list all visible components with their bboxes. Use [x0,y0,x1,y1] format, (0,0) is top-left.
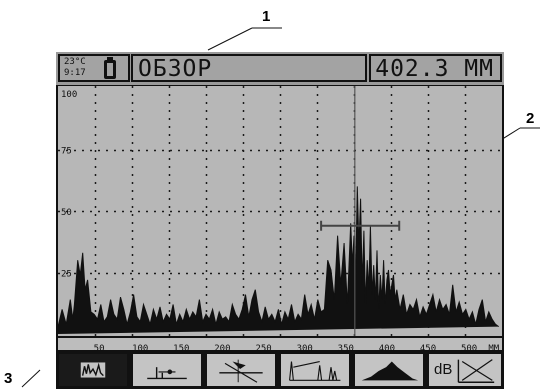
db-label: dB [434,361,453,378]
angle-probe-button[interactable] [206,353,276,387]
x-tick-label: 300 [297,344,313,353]
envelope-mode-button[interactable] [354,353,424,387]
x-tick-label: 450 [420,344,436,353]
flaw-detector-screen: 23°C 9:17 ОБЗОР 402.3 MM 100 75 50 25 50 100… [56,52,504,389]
y-tick-label: 50 [61,208,72,218]
ascan-plot-svg: 100 75 50 25 [57,86,502,336]
y-tick-label: 100 [61,90,77,100]
mode-title: ОБЗОР [138,56,213,82]
x-tick-label: MM [488,344,499,353]
peak-mode-button[interactable] [132,353,202,387]
temperature-readout: 23°C [64,57,86,67]
ascan-mode-button[interactable] [58,353,128,387]
callout-leader-3 [21,369,41,388]
x-tick-label: 250 [255,344,271,353]
x-tick-label: 500 [461,344,477,353]
callout-label-3: 3 [4,370,13,387]
x-axis-svg: 50 100 150 200 250 300 350 400 450 500 MM [94,344,500,354]
time-readout: 9:17 [64,68,86,78]
callout-label-1: 1 [262,8,271,25]
angle-beam-icon [219,359,263,383]
ascan-plot[interactable]: 100 75 50 25 [57,86,502,336]
x-tick-label: 400 [379,344,395,353]
x-axis-scale: 50 100 150 200 250 300 350 400 450 500 MM [58,338,502,354]
ascan-waveform-icon [80,362,106,378]
gate-pulses-icon [289,360,341,381]
db-curve-button[interactable]: dB [428,353,502,387]
x-tick-label: 150 [173,344,189,353]
x-tick-label: 50 [94,344,105,353]
y-tick-label: 75 [61,147,72,157]
mode-title-cell: ОБЗОР [131,54,367,82]
distance-cell: 402.3 MM [369,54,502,82]
callout-label-2: 2 [526,110,535,127]
distance-readout: 402.3 MM [375,56,494,82]
status-cell: 23°C 9:17 [58,54,130,82]
x-tick-label: 350 [338,344,354,353]
envelope-icon [361,361,419,381]
function-toolbar: dB [56,351,504,389]
x-tick-label: 200 [214,344,230,353]
y-tick-label: 25 [61,270,72,280]
callout-leader-1-arrow [207,27,253,51]
db-curve-icon [457,359,495,383]
battery-icon [104,57,116,79]
peak-marker-icon [147,367,187,380]
gate-setup-button[interactable] [280,353,350,387]
ascan-trace [57,186,499,334]
x-tick-label: 100 [132,344,148,353]
status-header: 23°C 9:17 ОБЗОР 402.3 MM [56,52,504,85]
